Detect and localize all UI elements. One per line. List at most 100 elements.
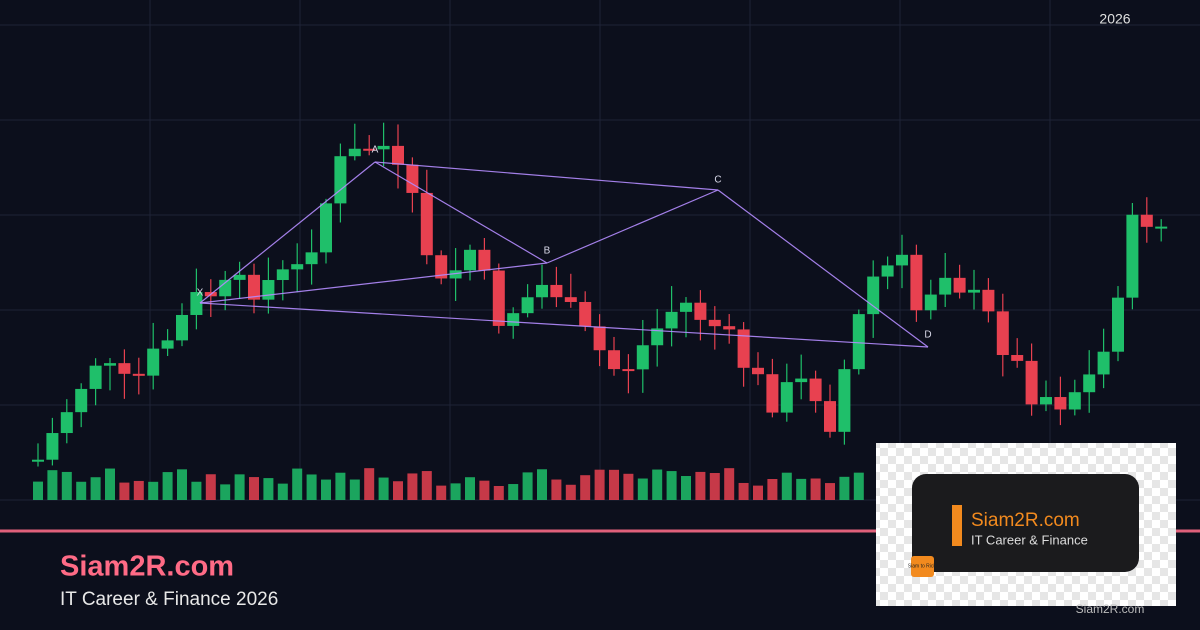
candle bbox=[60, 412, 73, 434]
candle bbox=[1025, 360, 1038, 405]
candle bbox=[449, 270, 462, 279]
volume-bar bbox=[162, 472, 173, 500]
pattern-line bbox=[199, 161, 376, 304]
volume-bar bbox=[177, 469, 187, 500]
candle bbox=[420, 192, 433, 256]
pattern-label: X bbox=[197, 288, 204, 299]
candle bbox=[881, 265, 894, 277]
logo-badge-text: Siam to Rich bbox=[908, 563, 937, 569]
candle bbox=[968, 289, 980, 293]
volume-bar bbox=[652, 469, 663, 500]
candle bbox=[132, 373, 145, 376]
pattern-line bbox=[546, 189, 719, 264]
volume-bar bbox=[637, 478, 648, 500]
candle bbox=[75, 388, 88, 413]
volume-bar bbox=[623, 473, 634, 500]
volume-bar bbox=[421, 471, 432, 500]
candle bbox=[536, 284, 548, 298]
pattern-label: A bbox=[372, 145, 379, 156]
candle bbox=[824, 401, 836, 432]
volume-bar bbox=[465, 477, 475, 500]
candle bbox=[608, 350, 620, 370]
candle bbox=[737, 329, 750, 368]
candle bbox=[32, 459, 44, 462]
volume-bar bbox=[565, 484, 576, 500]
candle bbox=[348, 148, 361, 157]
volume-bar bbox=[551, 479, 562, 500]
candle bbox=[795, 378, 808, 383]
logo-bar bbox=[952, 505, 962, 546]
candle bbox=[219, 279, 232, 297]
candle bbox=[708, 319, 721, 327]
candle bbox=[694, 302, 707, 320]
candle bbox=[305, 252, 318, 265]
brand-subtitle: IT Career & Finance 2026 bbox=[60, 589, 278, 610]
candle bbox=[1155, 226, 1168, 229]
candle bbox=[579, 301, 592, 327]
volume-bar bbox=[205, 474, 216, 500]
volume-bar bbox=[479, 480, 490, 500]
volume-bar bbox=[148, 481, 159, 500]
volume-bar bbox=[767, 478, 778, 500]
candle bbox=[176, 314, 188, 341]
candle bbox=[1140, 214, 1153, 227]
volume-bar bbox=[436, 485, 447, 500]
pattern-line bbox=[717, 189, 929, 348]
volume-bar bbox=[105, 468, 115, 500]
candle bbox=[723, 326, 736, 330]
volume-bar bbox=[220, 484, 231, 500]
volume-bar bbox=[364, 468, 375, 500]
volume-bar bbox=[493, 485, 504, 500]
candle bbox=[982, 289, 995, 312]
candle bbox=[478, 249, 491, 271]
pattern-label: C bbox=[714, 175, 721, 186]
candle bbox=[1126, 214, 1139, 298]
volume-bar bbox=[349, 479, 360, 500]
volume-bar bbox=[263, 478, 274, 500]
volume-bar bbox=[119, 482, 130, 500]
candle bbox=[363, 148, 376, 151]
candle bbox=[838, 369, 851, 432]
volume-bar bbox=[666, 471, 677, 500]
candle bbox=[910, 254, 923, 311]
candle bbox=[492, 270, 505, 326]
volume-bar bbox=[537, 469, 547, 500]
candle bbox=[334, 156, 347, 204]
volume-bar bbox=[61, 471, 72, 500]
candle bbox=[939, 277, 952, 295]
candle bbox=[464, 249, 476, 271]
volume-bar bbox=[825, 483, 835, 500]
volume-bar bbox=[47, 470, 58, 500]
volume-bar bbox=[90, 477, 101, 500]
volume-bar bbox=[709, 473, 720, 500]
candle bbox=[262, 280, 275, 300]
candle bbox=[276, 269, 289, 281]
candle bbox=[636, 345, 649, 370]
candle bbox=[1097, 351, 1110, 375]
logo-box bbox=[912, 474, 1139, 572]
candle bbox=[406, 164, 419, 193]
volume-bar bbox=[378, 477, 389, 500]
candle bbox=[46, 433, 59, 460]
volume-bar bbox=[306, 474, 317, 500]
candle bbox=[1083, 374, 1096, 393]
volume-bar bbox=[594, 469, 605, 500]
candle bbox=[320, 203, 332, 253]
logo-title: Siam2R.com bbox=[971, 510, 1080, 531]
logo-card: Siam2R.com IT Career & Finance Siam to R… bbox=[876, 443, 1176, 616]
candle bbox=[852, 314, 865, 370]
candle bbox=[867, 276, 880, 315]
pattern-line bbox=[374, 161, 719, 191]
candle bbox=[104, 363, 116, 366]
volume-bar bbox=[796, 478, 807, 500]
volume-bar bbox=[724, 468, 735, 500]
candle bbox=[752, 367, 764, 375]
volume-bar bbox=[33, 481, 43, 500]
candle bbox=[953, 277, 966, 293]
candle bbox=[147, 348, 160, 376]
candle bbox=[1068, 392, 1081, 410]
candle bbox=[377, 145, 390, 150]
candle bbox=[161, 340, 174, 349]
candle bbox=[896, 254, 908, 266]
